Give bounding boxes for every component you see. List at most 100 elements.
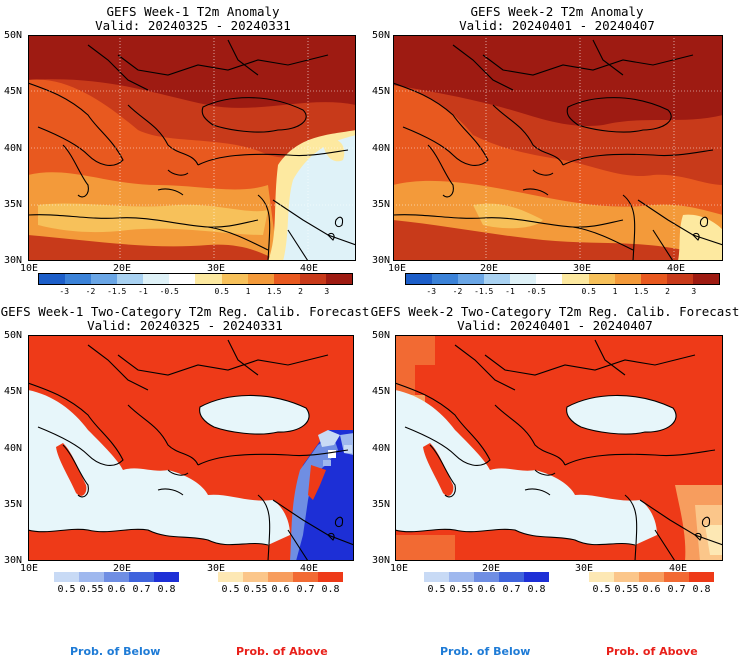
colorbar-swatch — [524, 572, 549, 582]
colorbar-tick-label: 3 — [691, 287, 697, 296]
map-panel-week2-probability — [394, 335, 724, 562]
colorbar-swatch — [247, 274, 274, 284]
colorbar-tick-label: -1 — [505, 287, 515, 296]
p1-lon-30e: 30E — [207, 263, 226, 274]
panel1-title: GEFS Week-1 T2m Anomaly — [106, 4, 280, 19]
panel4-valid: Valid: 20240401 - 20240407 — [457, 318, 653, 333]
panel2-valid: Valid: 20240401 - 20240407 — [459, 18, 655, 33]
colorbar-swatch — [243, 572, 268, 582]
colorbar-tick-label: -0.5 — [159, 287, 179, 296]
colorbar-swatch — [318, 572, 343, 582]
colorbar-swatch — [589, 572, 614, 582]
colorbar-swatch — [484, 274, 511, 284]
colorbar-tick-label: 1 — [612, 287, 618, 296]
colorbar-swatch — [143, 274, 170, 284]
prob-tick-label: 0.8 — [157, 584, 176, 595]
colorbar-tick-label: 1.5 — [267, 287, 282, 296]
p3-lat-35n: 35N — [4, 499, 23, 510]
colorbar-swatch — [268, 572, 293, 582]
footer-prob-below-week2: Prob. of Below — [440, 645, 531, 658]
p2-lat-40n: 40N — [372, 143, 391, 154]
p4-lon-30e: 30E — [575, 563, 594, 574]
colorbar-swatch — [692, 274, 719, 284]
anomaly-colorbar-week2-labels: -3 -2 -1.5 -1 -0.5 0.5 1 1.5 2 3 — [0, 287, 740, 299]
colorbar-tick-label: 2 — [665, 287, 670, 296]
prob-below-bar-week1-labels: 0.5 0.55 0.6 0.7 0.8 — [0, 584, 740, 596]
colorbar-swatch — [195, 274, 222, 284]
p1-lon-10e: 10E — [20, 263, 39, 274]
p3-lat-40n: 40N — [4, 443, 23, 454]
prob-below-bar-week2 — [424, 572, 549, 582]
p2-lat-45n: 45N — [372, 86, 391, 97]
p3-lon-30e: 30E — [207, 563, 226, 574]
colorbar-swatch — [218, 572, 243, 582]
colorbar-swatch — [79, 572, 104, 582]
colorbar-tick-label: -1.5 — [107, 287, 127, 296]
colorbar-tick-label: 2 — [298, 287, 303, 296]
p1-lon-40e: 40E — [300, 263, 319, 274]
colorbar-tick-label: -0.5 — [526, 287, 546, 296]
colorbar-tick-label: -2 — [452, 287, 463, 296]
p2-lat-30n: 30N — [372, 255, 391, 266]
p1-lat-50n: 50N — [4, 30, 23, 41]
colorbar-swatch — [614, 572, 639, 582]
p4-lat-35n: 35N — [372, 499, 391, 510]
colorbar-tick-label: 1 — [245, 287, 251, 296]
colorbar-swatch — [588, 274, 615, 284]
p4-lat-45n: 45N — [372, 386, 391, 397]
colorbar-swatch — [449, 572, 474, 582]
prob-below-bar-week1 — [54, 572, 179, 582]
colorbar-swatch — [221, 274, 248, 284]
map-panel-week2-anomaly — [392, 35, 724, 262]
colorbar-swatch — [273, 274, 300, 284]
footer-prob-above-week2: Prob. of Above — [606, 645, 698, 658]
prob-tick-label: 0.8 — [321, 584, 340, 595]
prob-below-bar-week2-labels: 0.5 0.55 0.6 0.7 0.8 — [0, 584, 740, 596]
colorbar-tick-label: -3 — [59, 287, 70, 296]
map-panel-week1-anomaly — [27, 35, 357, 262]
p2-lat-35n: 35N — [372, 199, 391, 210]
prob-tick-label: 0.6 — [107, 584, 126, 595]
colorbar-swatch — [91, 274, 118, 284]
colorbar-tick-label: -3 — [426, 287, 437, 296]
panel1-valid: Valid: 20240325 - 20240331 — [95, 18, 291, 33]
p3-lon-20e: 20E — [113, 563, 132, 574]
prob-tick-label: 0.6 — [477, 584, 496, 595]
p2-lat-50n: 50N — [372, 30, 391, 41]
colorbar-swatch — [154, 572, 179, 582]
colorbar-swatch — [474, 572, 499, 582]
p3-lon-40e: 40E — [300, 563, 319, 574]
p3-lon-10e: 10E — [20, 563, 39, 574]
colorbar-swatch — [689, 572, 714, 582]
p4-lon-10e: 10E — [390, 563, 409, 574]
colorbar-swatch — [510, 274, 537, 284]
p2-lon-30e: 30E — [573, 263, 592, 274]
prob-tick-label: 0.5 — [221, 584, 240, 595]
prob-tick-label: 0.7 — [296, 584, 315, 595]
prob-tick-label: 0.7 — [502, 584, 521, 595]
p3-lat-45n: 45N — [4, 386, 23, 397]
p1-lat-30n: 30N — [4, 255, 23, 266]
colorbar-swatch — [666, 274, 693, 284]
colorbar-swatch — [39, 274, 66, 284]
p3-lat-50n: 50N — [4, 330, 23, 341]
prob-tick-label: 0.6 — [271, 584, 290, 595]
colorbar-swatch — [639, 572, 664, 582]
p4-lat-50n: 50N — [372, 330, 391, 341]
colorbar-swatch — [54, 572, 79, 582]
prob-tick-label: 0.7 — [667, 584, 686, 595]
colorbar-tick-label: 0.5 — [214, 287, 229, 296]
prob-tick-label: 0.5 — [592, 584, 611, 595]
colorbar-swatch — [325, 274, 352, 284]
prob-tick-label: 0.55 — [449, 584, 474, 595]
prob-tick-label: 0.55 — [614, 584, 639, 595]
colorbar-tick-label: -1.5 — [474, 287, 494, 296]
colorbar-swatch — [406, 274, 433, 284]
anomaly-colorbar-week1 — [38, 273, 353, 285]
p1-lat-35n: 35N — [4, 199, 23, 210]
colorbar-swatch — [104, 572, 129, 582]
prob-tick-label: 0.7 — [132, 584, 151, 595]
prob-tick-label: 0.6 — [642, 584, 661, 595]
footer-prob-above-week1: Prob. of Above — [236, 645, 328, 658]
colorbar-tick-label: 3 — [324, 287, 330, 296]
